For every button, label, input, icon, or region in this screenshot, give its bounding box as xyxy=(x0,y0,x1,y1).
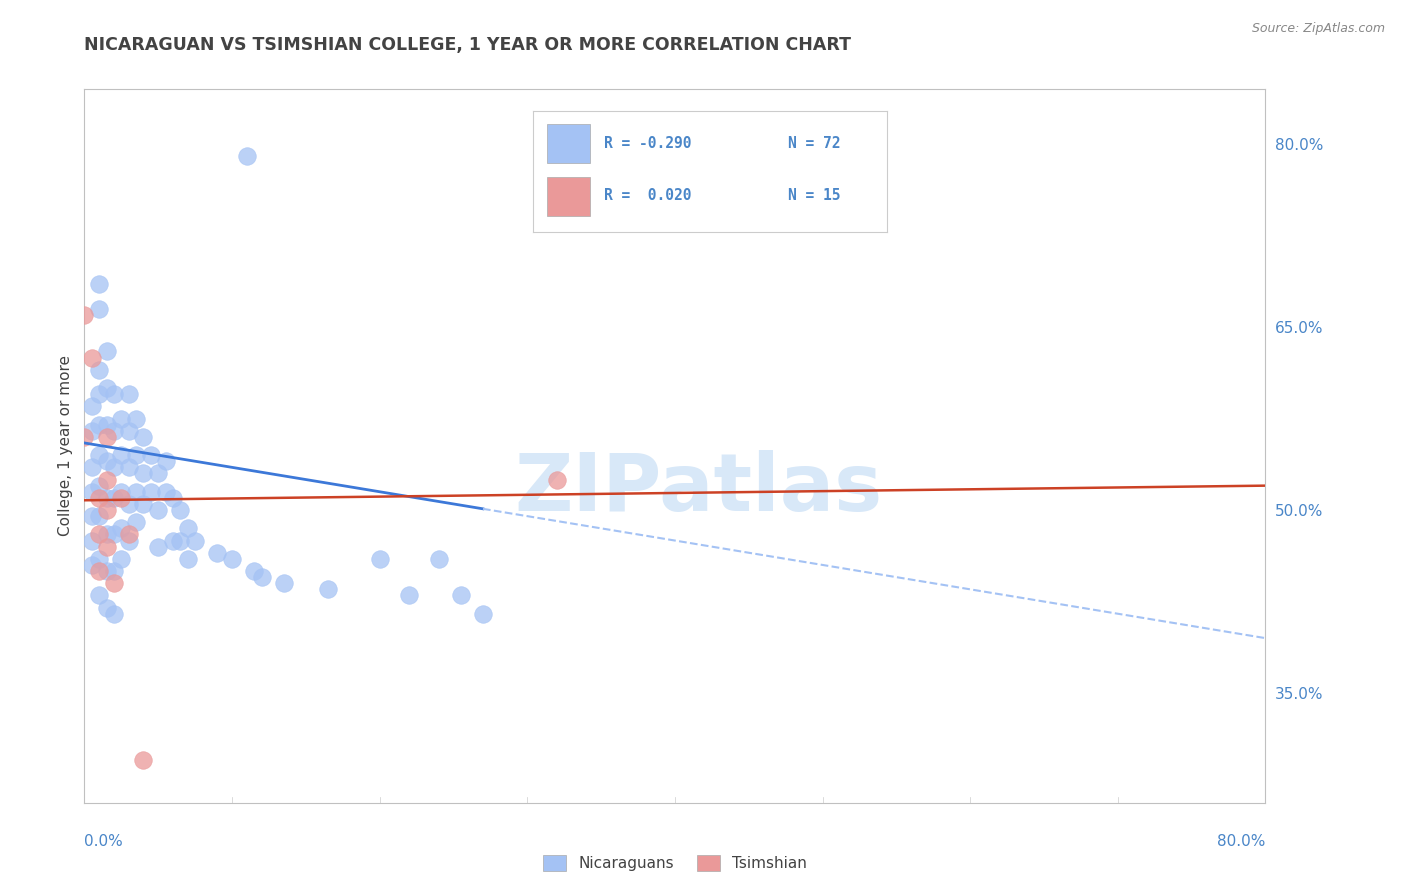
Point xyxy=(118,460,141,475)
Point xyxy=(472,607,495,621)
Point xyxy=(169,533,191,548)
Point xyxy=(80,400,103,414)
Point xyxy=(80,509,103,524)
Point xyxy=(118,387,141,401)
Point xyxy=(118,527,141,541)
Point xyxy=(139,448,162,462)
Point xyxy=(125,484,148,499)
Point xyxy=(80,460,103,475)
Point xyxy=(103,460,125,475)
Point xyxy=(80,424,103,438)
Point xyxy=(110,521,132,535)
Point xyxy=(148,503,170,517)
Point xyxy=(89,551,111,566)
Point xyxy=(80,558,103,572)
Point xyxy=(96,540,118,554)
Point xyxy=(398,589,420,603)
Point xyxy=(110,551,132,566)
Point xyxy=(103,576,125,591)
Point xyxy=(73,308,96,322)
Point xyxy=(450,589,472,603)
Point xyxy=(89,478,111,492)
Point xyxy=(132,497,155,511)
Point xyxy=(73,430,96,444)
Point xyxy=(80,351,103,365)
Point xyxy=(103,424,125,438)
Text: ZIPatlas: ZIPatlas xyxy=(515,450,883,528)
Point xyxy=(103,607,125,621)
Point xyxy=(148,467,170,481)
Point xyxy=(155,454,177,468)
Point xyxy=(132,430,155,444)
Point xyxy=(243,564,266,578)
Point xyxy=(236,149,259,163)
Point xyxy=(96,344,118,359)
Point xyxy=(96,381,118,395)
Point xyxy=(96,503,118,517)
Point xyxy=(162,491,184,505)
Point xyxy=(89,363,111,377)
Point xyxy=(132,753,155,767)
Point xyxy=(427,551,450,566)
Point xyxy=(110,491,132,505)
Point xyxy=(89,564,111,578)
Point xyxy=(125,448,148,462)
Point xyxy=(110,484,132,499)
Point xyxy=(221,551,243,566)
Point xyxy=(118,497,141,511)
Point xyxy=(89,417,111,432)
Point xyxy=(118,533,141,548)
Point xyxy=(96,564,118,578)
Text: 0.0%: 0.0% xyxy=(84,834,124,849)
Point xyxy=(103,491,125,505)
Point xyxy=(89,387,111,401)
Point xyxy=(148,540,170,554)
Legend: Nicaraguans, Tsimshian: Nicaraguans, Tsimshian xyxy=(537,849,813,877)
Point xyxy=(89,301,111,316)
Point xyxy=(96,600,118,615)
Point xyxy=(169,503,191,517)
Point xyxy=(250,570,273,584)
Point xyxy=(546,473,568,487)
Point xyxy=(110,411,132,425)
Point xyxy=(80,484,103,499)
Point xyxy=(132,467,155,481)
Point xyxy=(89,277,111,292)
Point xyxy=(118,424,141,438)
Point xyxy=(125,515,148,529)
Text: Source: ZipAtlas.com: Source: ZipAtlas.com xyxy=(1251,22,1385,36)
Point xyxy=(103,387,125,401)
Point xyxy=(96,430,118,444)
Point xyxy=(184,533,207,548)
Point xyxy=(96,417,118,432)
Point xyxy=(80,533,103,548)
Point xyxy=(89,589,111,603)
Text: NICARAGUAN VS TSIMSHIAN COLLEGE, 1 YEAR OR MORE CORRELATION CHART: NICARAGUAN VS TSIMSHIAN COLLEGE, 1 YEAR … xyxy=(84,36,852,54)
Point xyxy=(273,576,295,591)
Point xyxy=(89,527,111,541)
Point xyxy=(177,551,200,566)
Y-axis label: College, 1 year or more: College, 1 year or more xyxy=(58,356,73,536)
Point xyxy=(103,564,125,578)
Point xyxy=(103,527,125,541)
Point xyxy=(368,551,391,566)
Point xyxy=(89,491,111,505)
Point xyxy=(89,448,111,462)
Point xyxy=(96,454,118,468)
Point xyxy=(177,521,200,535)
Point xyxy=(205,546,228,560)
Point xyxy=(96,527,118,541)
Point xyxy=(125,411,148,425)
Point xyxy=(155,484,177,499)
Point xyxy=(89,509,111,524)
Point xyxy=(96,473,118,487)
Point xyxy=(139,484,162,499)
Point xyxy=(110,448,132,462)
Text: 80.0%: 80.0% xyxy=(1218,834,1265,849)
Point xyxy=(316,582,339,597)
Point xyxy=(96,491,118,505)
Point xyxy=(162,533,184,548)
